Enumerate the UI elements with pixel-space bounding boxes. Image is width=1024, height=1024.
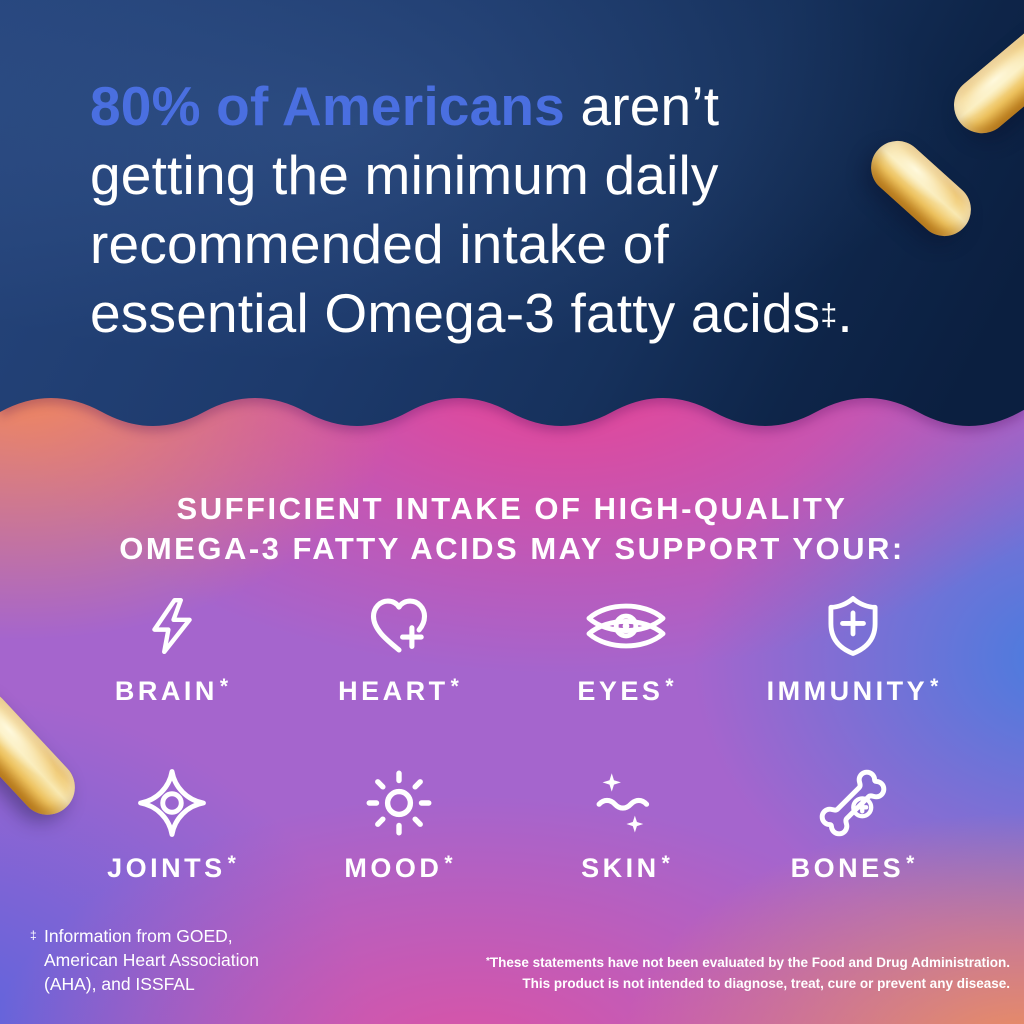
wave-sparkles-icon <box>596 773 649 833</box>
dagger-footnote-marker: ‡ <box>820 299 838 332</box>
asterisk-marker: * <box>444 852 453 875</box>
benefit-label: IMMUNITY <box>766 676 929 706</box>
benefits-grid: BRAIN* HEART* EYES* <box>58 586 966 884</box>
benefit-label: EYES <box>577 676 664 706</box>
benefit-joints: JOINTS* <box>58 763 285 884</box>
benefit-label: JOINTS <box>107 853 226 883</box>
benefit-label: MOOD <box>344 853 443 883</box>
benefit-eyes: EYES* <box>512 586 739 707</box>
sun-icon <box>366 770 431 836</box>
benefit-skin: SKIN* <box>512 763 739 884</box>
asterisk-marker: * <box>665 675 674 698</box>
benefit-heart: HEART* <box>285 586 512 707</box>
navy-wave-panel <box>0 0 1024 426</box>
benefit-label: SKIN <box>581 853 660 883</box>
footnote-sources: ‡ Information from GOED, American Heart … <box>30 924 259 996</box>
headline-line-3: recommended intake of <box>90 213 669 275</box>
benefit-label: HEART <box>338 676 449 706</box>
footnote-sources-line-1: Information from GOED, <box>44 926 233 946</box>
headline-highlight: 80% of Americans <box>90 75 565 137</box>
bone-plus-icon <box>819 769 886 837</box>
asterisk-marker: * <box>906 852 915 875</box>
footnote-sources-line-3: (AHA), and ISSFAL <box>44 974 195 994</box>
headline-line-1: 80% of Americans aren’t <box>90 72 853 141</box>
shield-plus-icon <box>827 596 878 656</box>
headline-line-1-rest: aren’t <box>564 75 720 137</box>
fda-disclaimer-line-2: This product is not intended to diagnose… <box>522 975 1010 991</box>
benefits-heading: SUFFICIENT INTAKE OF HIGH-QUALITY OMEGA-… <box>0 489 1024 569</box>
asterisk-marker: * <box>930 675 939 698</box>
benefit-label: BONES <box>790 853 905 883</box>
asterisk-marker: * <box>450 675 459 698</box>
benefit-label: BRAIN <box>114 676 218 706</box>
asterisk-marker: * <box>661 852 670 875</box>
benefits-heading-line-1: SUFFICIENT INTAKE OF HIGH-QUALITY <box>176 491 848 526</box>
sparkle-star-icon <box>137 769 206 837</box>
headline: 80% of Americans aren’t getting the mini… <box>90 72 853 348</box>
heart-plus-icon <box>370 598 427 653</box>
fda-disclaimer-line-1: *These statements have not been evaluate… <box>486 955 1010 970</box>
benefits-heading-line-2: OMEGA-3 FATTY ACIDS MAY SUPPORT YOUR: <box>119 531 905 566</box>
benefit-mood: MOOD* <box>285 763 512 884</box>
asterisk-marker: * <box>486 956 490 967</box>
footnote-sources-line-2: American Heart Association <box>44 950 259 970</box>
eye-icon <box>586 603 665 649</box>
benefit-brain: BRAIN* <box>58 586 285 707</box>
headline-line-4: essential Omega-3 fatty acids‡. <box>90 282 853 344</box>
benefit-immunity: IMMUNITY* <box>739 586 966 707</box>
gradient-background <box>0 392 1024 1024</box>
headline-line-2: getting the minimum daily <box>90 144 719 206</box>
lightning-bolt-icon <box>151 597 192 655</box>
footnote-fda-disclaimer: *These statements have not been evaluate… <box>486 953 1010 994</box>
dagger-marker: ‡ <box>30 928 37 942</box>
benefit-bones: BONES* <box>739 763 966 884</box>
asterisk-marker: * <box>227 852 236 875</box>
asterisk-marker: * <box>219 675 229 698</box>
